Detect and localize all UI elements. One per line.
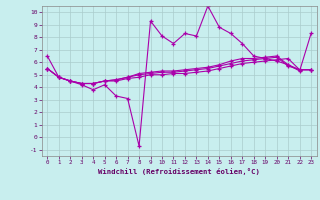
X-axis label: Windchill (Refroidissement éolien,°C): Windchill (Refroidissement éolien,°C) [98, 168, 260, 175]
